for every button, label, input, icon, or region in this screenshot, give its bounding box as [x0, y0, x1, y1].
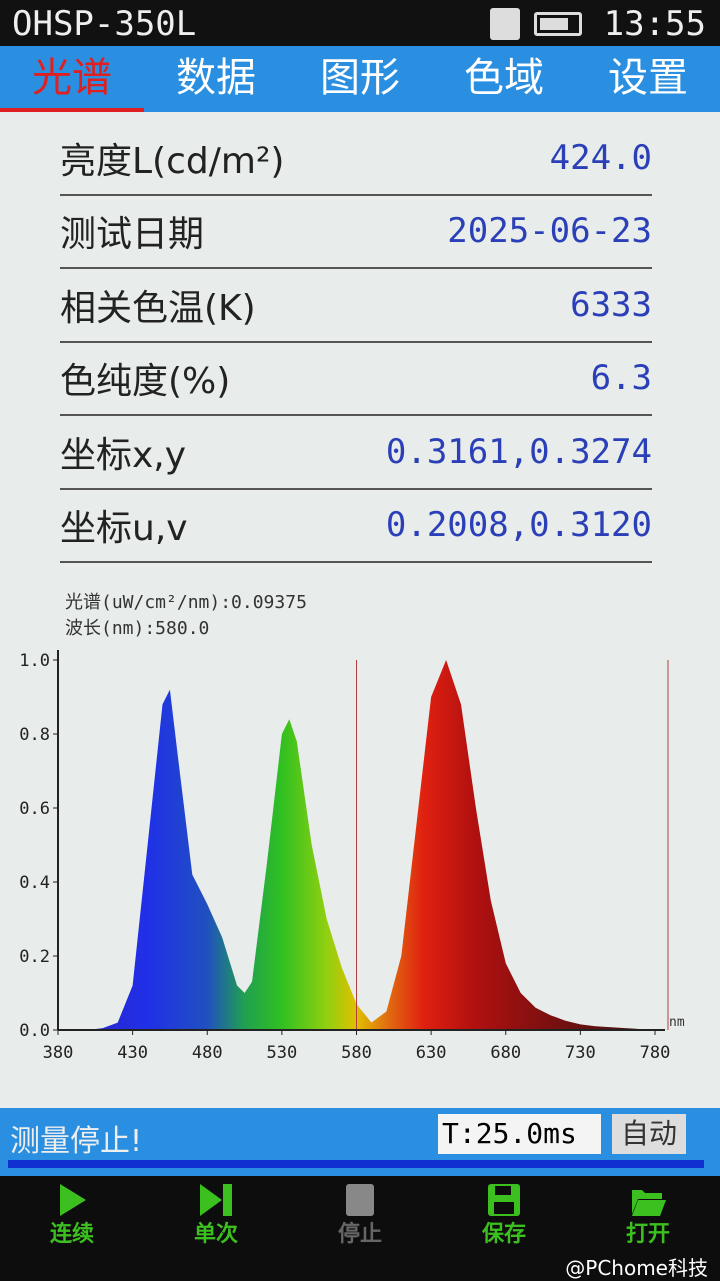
label: 测试日期	[60, 214, 205, 256]
x-tick-label: 630	[416, 1043, 447, 1063]
value: 2025-06-23	[447, 211, 652, 252]
play-icon	[60, 1184, 86, 1216]
watermark-strip	[0, 1256, 720, 1281]
device-title: OHSP-350L	[12, 4, 197, 44]
x-tick-label: 480	[192, 1043, 223, 1063]
y-tick-label: 0.8	[19, 725, 50, 745]
y-tick-label: 0.2	[19, 947, 50, 967]
value: 0.3161,0.3274	[385, 431, 652, 472]
measurement-list: 亮度L(cd/m²) 424.0 测试日期 2025-06-23 相关色温(K) 63…	[60, 122, 652, 563]
cursor-spectrum-readout: 光谱(uW/cm²/nm):0.09375	[65, 592, 307, 613]
tab-settings[interactable]: 设置	[608, 55, 688, 101]
y-tick-label: 1.0	[19, 651, 50, 671]
row-luminance: 亮度L(cd/m²) 424.0	[60, 122, 652, 196]
x-tick-label: 530	[267, 1043, 298, 1063]
tab-data[interactable]: 数据	[176, 55, 256, 101]
sd-card-icon	[490, 8, 520, 40]
label: 坐标u,v	[60, 508, 188, 550]
button-label: 打开	[625, 1222, 670, 1247]
save-icon	[488, 1184, 520, 1216]
button-label: 连续	[49, 1222, 94, 1247]
measurement-status-bar: 测量停止! T:25.0ms 自动	[0, 1108, 720, 1176]
stop-button[interactable]: 停止	[288, 1176, 432, 1256]
x-tick-label: 380	[43, 1043, 74, 1063]
spectrum-plot: 0.0 0.2 0.4 0.6 0.8 1.0 380 430 480 530 580 630 680 7…	[19, 650, 685, 1063]
folder-open-icon	[632, 1190, 666, 1216]
tab-gamut[interactable]: 色域	[464, 55, 544, 101]
open-button[interactable]: 打开	[576, 1176, 720, 1256]
tab-graph[interactable]: 图形	[320, 55, 400, 101]
toolbar: 连续 单次 停止 保存 打开	[0, 1176, 720, 1256]
save-button[interactable]: 保存	[432, 1176, 576, 1256]
clock: 13:55	[603, 4, 706, 44]
battery-icon	[534, 12, 582, 36]
label: 坐标x,y	[60, 434, 187, 476]
x-tick-label: 680	[490, 1043, 521, 1063]
x-tick-label: 580	[341, 1043, 372, 1063]
value: 6.3	[590, 358, 652, 399]
button-label: 单次	[193, 1222, 238, 1247]
x-tick-label: 780	[640, 1043, 671, 1063]
label: 亮度L(cd/m²)	[60, 140, 285, 182]
tab-spectrum[interactable]: 光谱	[0, 46, 144, 112]
status-bar: OHSP-350L 13:55	[0, 0, 720, 46]
y-tick-label: 0.0	[19, 1021, 50, 1041]
row-cct: 相关色温(K) 6333	[60, 269, 652, 343]
row-test-date: 测试日期 2025-06-23	[60, 196, 652, 269]
integration-time-field[interactable]: T:25.0ms	[438, 1114, 601, 1154]
y-tick-label: 0.4	[19, 873, 50, 893]
step-icon	[200, 1184, 232, 1216]
status-message: 测量停止!	[10, 1124, 143, 1159]
auto-mode-button[interactable]: 自动	[612, 1114, 686, 1154]
y-tick-label: 0.6	[19, 799, 50, 819]
x-tick-label: 730	[565, 1043, 596, 1063]
value: 424.0	[549, 137, 652, 178]
cursor-wavelength-readout: 波长(nm):580.0	[65, 618, 210, 639]
button-label: 保存	[481, 1222, 526, 1247]
stop-icon	[346, 1184, 374, 1216]
single-button[interactable]: 单次	[144, 1176, 288, 1256]
button-label: 停止	[337, 1222, 382, 1247]
watermark: @PChome科技	[565, 1256, 708, 1280]
value: 0.2008,0.3120	[385, 505, 652, 546]
continuous-button[interactable]: 连续	[0, 1176, 144, 1256]
progress-bar	[8, 1160, 704, 1168]
tab-bar: 光谱 数据 图形 色域 设置	[0, 46, 720, 112]
label: 相关色温(K)	[60, 287, 256, 329]
x-axis-unit: nm	[669, 1015, 685, 1030]
row-purity: 色纯度(%) 6.3	[60, 343, 652, 416]
row-xy: 坐标x,y 0.3161,0.3274	[60, 416, 652, 490]
label: 色纯度(%)	[60, 361, 231, 403]
spectrum-chart[interactable]: 光谱(uW/cm²/nm):0.09375 波长(nm):580.0 0.0 0.…	[0, 590, 720, 1080]
x-tick-label: 430	[117, 1043, 148, 1063]
value: 6333	[570, 284, 652, 325]
row-uv: 坐标u,v 0.2008,0.3120	[60, 490, 652, 563]
spectrum-area	[58, 660, 655, 1030]
